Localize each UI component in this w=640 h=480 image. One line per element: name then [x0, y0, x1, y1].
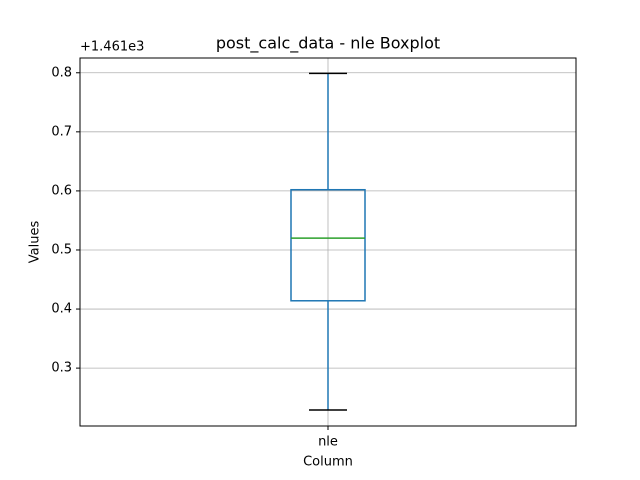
y-tick-label: 0.3: [51, 361, 72, 376]
chart-title: post_calc_data - nle Boxplot: [216, 34, 440, 54]
y-tick-label: 0.5: [51, 242, 72, 257]
x-axis-label: Column: [303, 455, 353, 470]
y-axis-label: Values: [28, 221, 43, 264]
y-tick-label: 0.7: [51, 124, 72, 139]
x-tick-label: nle: [318, 435, 338, 450]
offset-text: +1.461e3: [80, 40, 144, 55]
y-tick-label: 0.6: [51, 183, 72, 198]
y-tick-label: 0.8: [51, 65, 72, 80]
box: [290, 188, 366, 302]
plot-frame: [79, 57, 577, 427]
y-tick-label: 0.4: [51, 302, 72, 317]
